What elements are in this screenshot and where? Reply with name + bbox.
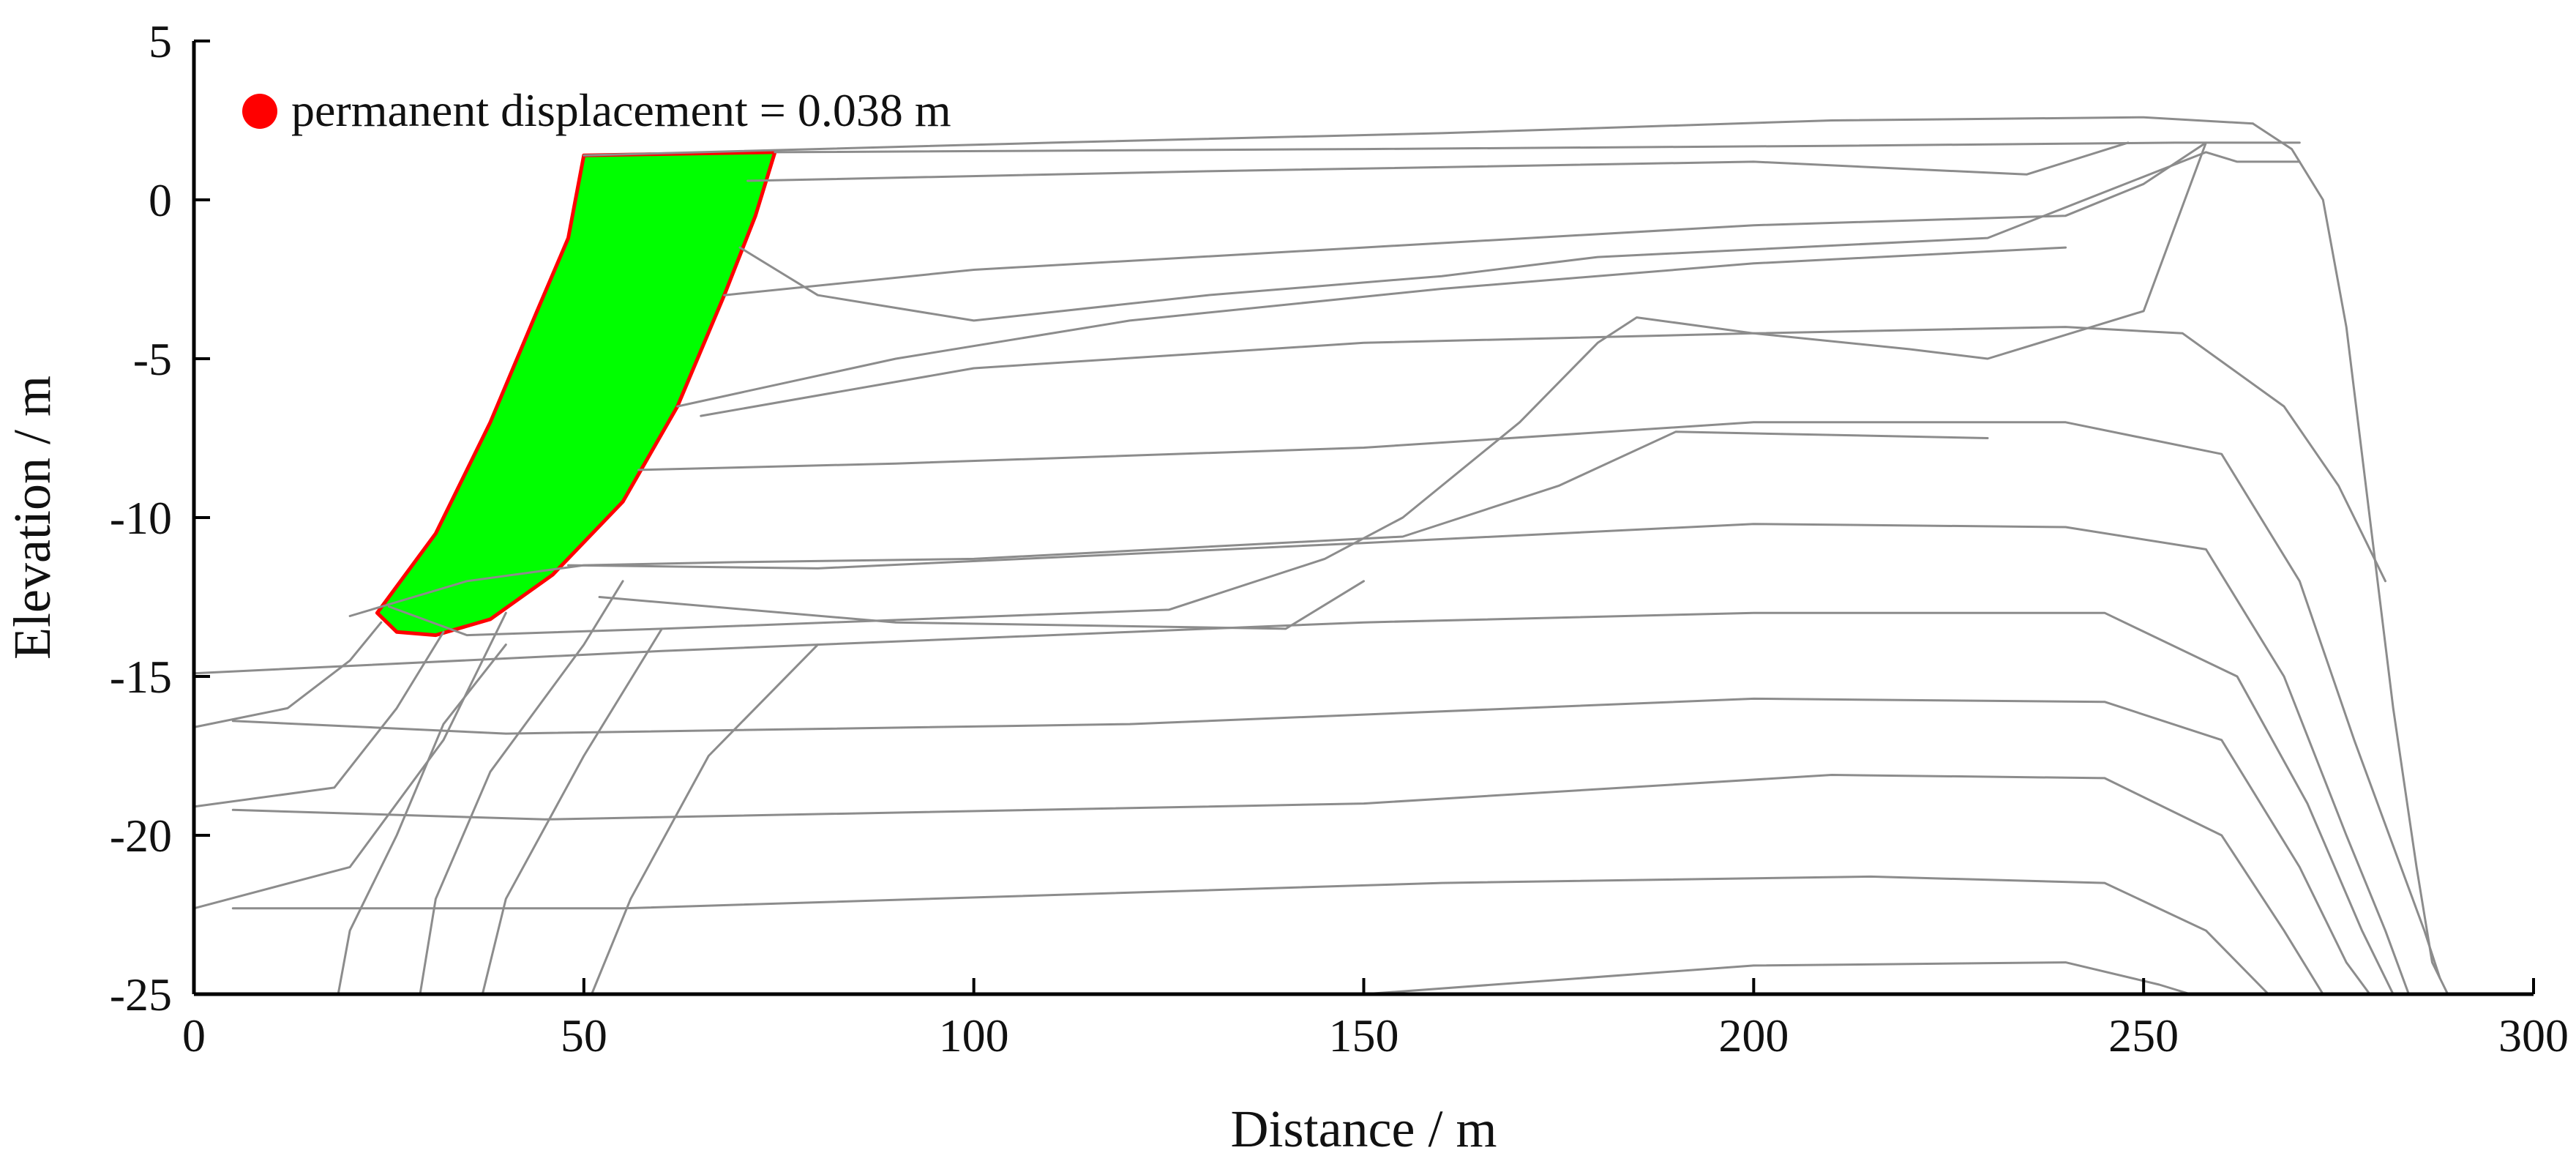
y-tick-label: -25 (110, 969, 172, 1021)
legend: permanent displacement = 0.038 m (242, 84, 951, 136)
contour-line-15 (1363, 961, 2192, 996)
legend-marker (242, 94, 277, 129)
contour-line-10 (567, 523, 2410, 996)
y-tick-label: -10 (110, 492, 172, 544)
y-tick-label: 0 (149, 174, 172, 226)
contour-line-13 (231, 774, 2324, 996)
x-tick-label: 100 (939, 1010, 1009, 1062)
contour-line-4 (746, 141, 2130, 182)
contour-line-25 (348, 430, 1989, 617)
contour-line-18 (192, 611, 507, 910)
contour-line-12 (231, 697, 2371, 996)
contour-line-11 (192, 611, 2395, 996)
contour-line-22 (591, 643, 819, 996)
contour-line-3 (2251, 122, 2449, 996)
contour-line-2 (774, 141, 2301, 154)
series-layer (192, 116, 2449, 996)
contour-line-16 (192, 621, 383, 728)
contour-line-14 (231, 875, 2270, 996)
x-tick-label: 300 (2498, 1010, 2569, 1062)
x-tick-label: 150 (1329, 1010, 1399, 1062)
contour-line-19 (337, 643, 507, 996)
y-tick-label: -20 (110, 810, 172, 862)
contour-line-9 (637, 421, 2441, 980)
contour-line-21 (481, 627, 663, 996)
legend-label: permanent displacement = 0.038 m (291, 84, 951, 136)
sliding-block (375, 150, 777, 638)
x-tick-label: 50 (561, 1010, 607, 1062)
sliding-block-layer (375, 150, 777, 638)
y-tick-label: 5 (149, 15, 172, 67)
x-tick-label: 250 (2108, 1010, 2179, 1062)
contour-line-1 (583, 116, 2254, 157)
contour-line-6 (738, 151, 2301, 322)
x-tick-label: 0 (182, 1010, 206, 1062)
contour-line-7 (676, 246, 2067, 408)
contour-line-23 (598, 580, 1365, 630)
x-axis-title: Distance / m (1231, 1100, 1497, 1158)
contour-line-8 (700, 326, 2386, 583)
contour-line-17 (192, 630, 445, 808)
y-tick-label: -15 (110, 651, 172, 703)
contour-line-24 (387, 141, 2207, 637)
y-axis-title: Elevation / m (3, 376, 61, 660)
y-tick-label: -5 (133, 333, 172, 385)
contour-line-5 (723, 141, 2207, 296)
x-tick-label: 200 (1718, 1010, 1789, 1062)
contour-line-20 (419, 580, 624, 996)
